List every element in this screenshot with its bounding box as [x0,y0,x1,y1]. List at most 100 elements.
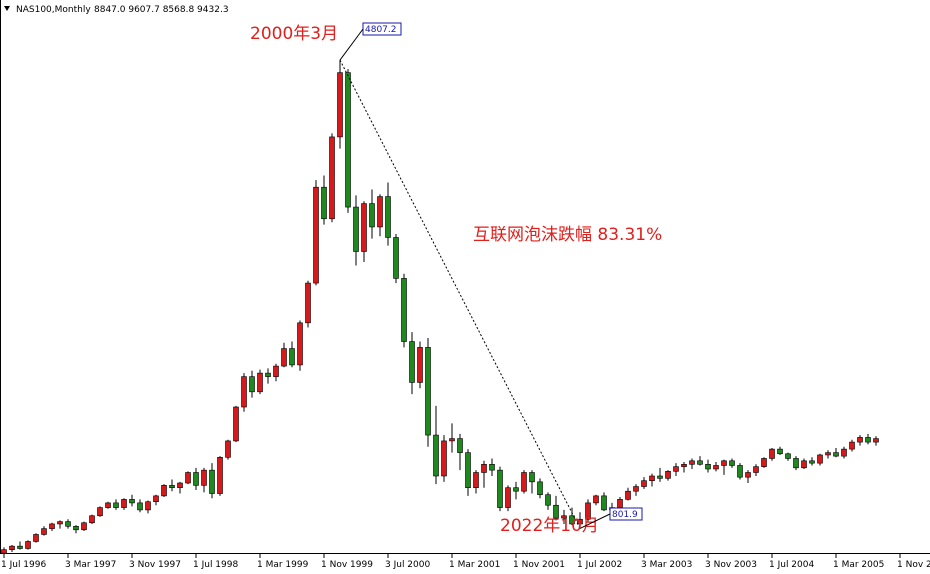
candle-body [417,347,423,383]
candle-body [57,521,63,525]
candle-body [817,454,823,464]
candle-body [833,452,839,457]
x-tick-label: 3 Nov 1997 [129,560,181,570]
candle-body [377,196,383,228]
candle-body [177,482,183,488]
candle-body [529,472,535,483]
candle-body [505,487,511,508]
candle-body [121,499,127,508]
candle-body [193,472,199,486]
candle-body [1,549,7,554]
x-tick-label: 1 Mar 2005 [833,560,884,570]
candle-body [801,460,807,469]
candle-body [585,502,591,520]
candle-body [705,464,711,470]
x-tick-label: 1 Mar 1999 [257,560,309,570]
x-tick-label: 1 Nov 2 [897,560,930,570]
candle-body [17,545,23,549]
drop-percentage-label: 互联网泡沫跌幅 83.31% [473,225,662,245]
candle-body [857,437,863,443]
trough-price-tag: 801.9 [609,507,643,521]
candle-body [369,203,375,228]
candle-body [321,186,327,220]
candle-body [305,282,311,324]
candle-body [337,72,343,138]
x-tick-label: 1 Jul 2002 [577,560,622,570]
candle-body [233,406,239,442]
candle-body [649,475,655,481]
candle-body [689,460,695,465]
candle-body [777,448,783,455]
candle-body [761,458,767,467]
x-tick-label: 1 Jul 2004 [769,560,814,570]
candle-body [465,452,471,488]
candle-body [49,523,55,529]
candle-body [97,507,103,517]
candle-body [545,494,551,506]
candle-body [449,438,455,442]
peak-price-text: 4807.2 [365,25,397,35]
candle-body [457,438,463,453]
candle-body [345,72,351,208]
candle-body [625,490,631,500]
candle-body [769,448,775,459]
candle-body [809,460,815,464]
x-tick-label: 1 Jul 1996 [1,560,46,570]
candle-body [681,464,687,467]
candle-body [753,466,759,473]
candle-body [281,348,287,367]
candle-body [665,471,671,479]
candle-body [489,464,495,471]
candle-body [265,372,271,377]
peak-tag-leader [339,28,364,61]
candle-body [161,485,167,497]
ohlc-readout: 8847.0 9607.7 8568.8 9432.3 [94,5,229,15]
candle-body [153,495,159,503]
x-tick-label: 1 Nov 1999 [321,560,373,570]
candle-body [433,434,439,477]
candle-body [697,460,703,465]
candle-body [73,525,79,531]
candle-body [241,376,247,408]
candle-body [249,376,255,393]
candle-body [425,347,431,436]
candle-body [329,136,335,220]
candle-body [25,541,31,549]
candle-body [145,501,151,511]
candle-body [353,206,359,252]
candle-body [217,456,223,494]
candle-body [537,481,543,496]
candle-body [745,472,751,478]
candle-body [633,486,639,492]
candle-body [401,278,407,342]
candle-body [393,237,399,279]
x-tick-label: 3 Mar 1997 [65,560,116,570]
x-tick-label: 1 Nov 2001 [513,560,565,570]
candle-body [9,545,15,550]
peak-price-tag: 4807.2 [362,22,402,36]
triangle-down-icon [4,6,10,11]
trough-price-text: 801.9 [612,510,638,520]
candle-body [361,203,367,252]
candle-body [865,437,871,443]
candle-body [105,502,111,508]
candle-body [33,534,39,542]
candle-body [785,453,791,459]
candle-body [713,465,719,470]
candle-body [873,438,879,443]
chart-header: NAS100,Monthly 8847.0 9607.7 8568.8 9432… [4,5,229,15]
candle-body [673,466,679,472]
candle-body [257,372,263,393]
candle-body [169,485,175,488]
candle-body [793,458,799,469]
x-tick-label: 1 Mar 2001 [449,560,500,570]
candle-body [601,495,607,511]
x-axis-ticks: 1 Jul 1996 3 Mar 1997 3 Nov 1997 1 Jul 1998… [1,553,930,570]
candle-body [409,341,415,383]
candle-body [553,504,559,519]
candle-body [289,348,295,366]
candles-group [1,60,879,557]
candle-body [129,499,135,504]
candle-body [593,495,599,504]
